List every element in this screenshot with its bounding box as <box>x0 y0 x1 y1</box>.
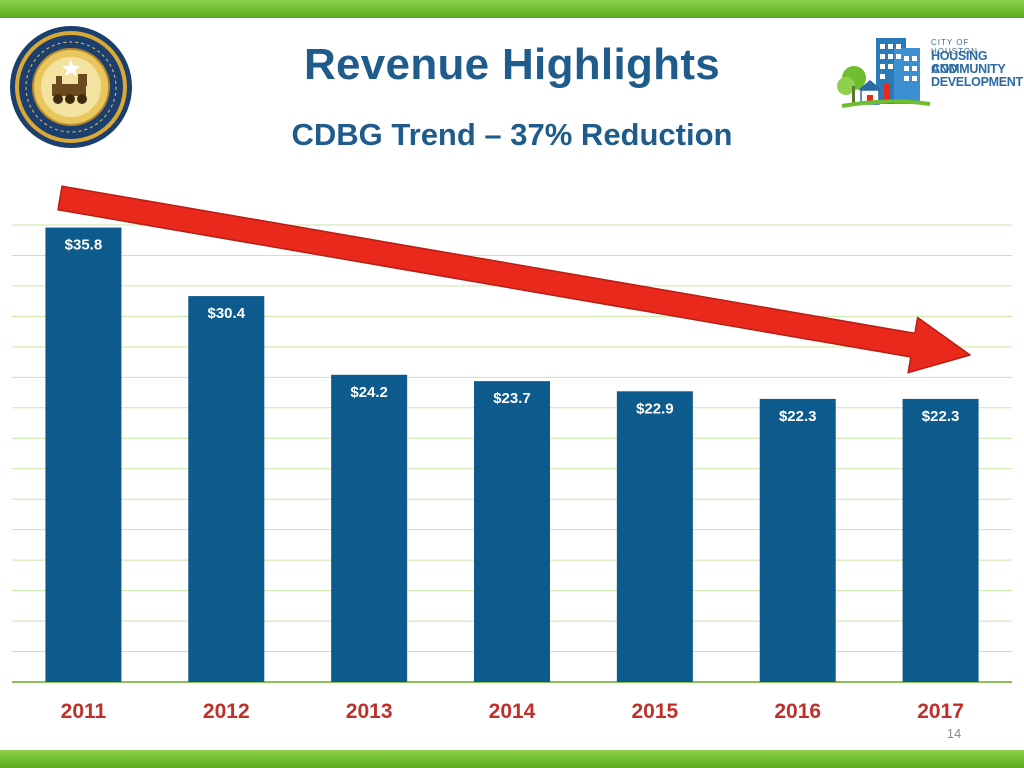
x-tick-label: 2017 <box>917 700 964 723</box>
x-tick-label: 2011 <box>61 700 107 723</box>
cdbg-bar-chart: $35.8 2011 $30.4 2012 $24.2 2013 $23.7 2014 $22.… <box>12 185 1012 723</box>
bar-value-label: $35.8 <box>65 237 103 254</box>
bars: $35.8 2011 $30.4 2012 $24.2 2013 $23.7 2014 $22.… <box>45 227 979 723</box>
bar-2011 <box>45 227 122 682</box>
bottom-green-band <box>0 750 1024 768</box>
city-seal-icon <box>10 26 132 148</box>
bar-2014 <box>474 381 550 682</box>
bar-value-label: $30.4 <box>208 305 246 322</box>
x-tick-label: 2016 <box>774 700 821 723</box>
top-green-band <box>0 0 1024 18</box>
bar-2012 <box>188 296 265 682</box>
bar-value-label: $24.2 <box>350 384 388 401</box>
page-number: 14 <box>946 726 962 741</box>
bar-2015 <box>616 391 693 682</box>
slide-subtitle: CDBG Trend – 37% Reduction <box>291 117 733 152</box>
x-tick-label: 2015 <box>631 700 678 723</box>
hcd-line-1: HOUSING AND <box>931 49 988 76</box>
hcd-line-2: COMMUNITY <box>931 62 1006 76</box>
bar-value-label: $22.9 <box>636 400 674 417</box>
trend-arrow <box>57 185 971 374</box>
hcd-small-line: CITY OF HOUSTON <box>931 38 978 56</box>
slide-title: Revenue Highlights <box>303 40 721 89</box>
trend-arrow-shape <box>57 185 971 374</box>
bar-2013 <box>331 374 408 682</box>
x-tick-label: 2014 <box>489 700 536 723</box>
buildings-icon <box>837 38 931 108</box>
bar-2016 <box>759 398 836 682</box>
bar-value-label: $22.3 <box>922 408 960 425</box>
x-tick-label: 2012 <box>203 700 250 723</box>
bar-value-label: $22.3 <box>779 408 817 425</box>
bar-value-label: $23.7 <box>493 390 531 407</box>
bar-2017 <box>902 398 979 682</box>
housing-community-development-logo: CITY OF HOUSTON HOUSING AND COMMUNITY DE… <box>836 34 1023 114</box>
x-tick-label: 2013 <box>346 700 393 723</box>
hcd-line-3: DEVELOPMENT <box>931 75 1023 89</box>
